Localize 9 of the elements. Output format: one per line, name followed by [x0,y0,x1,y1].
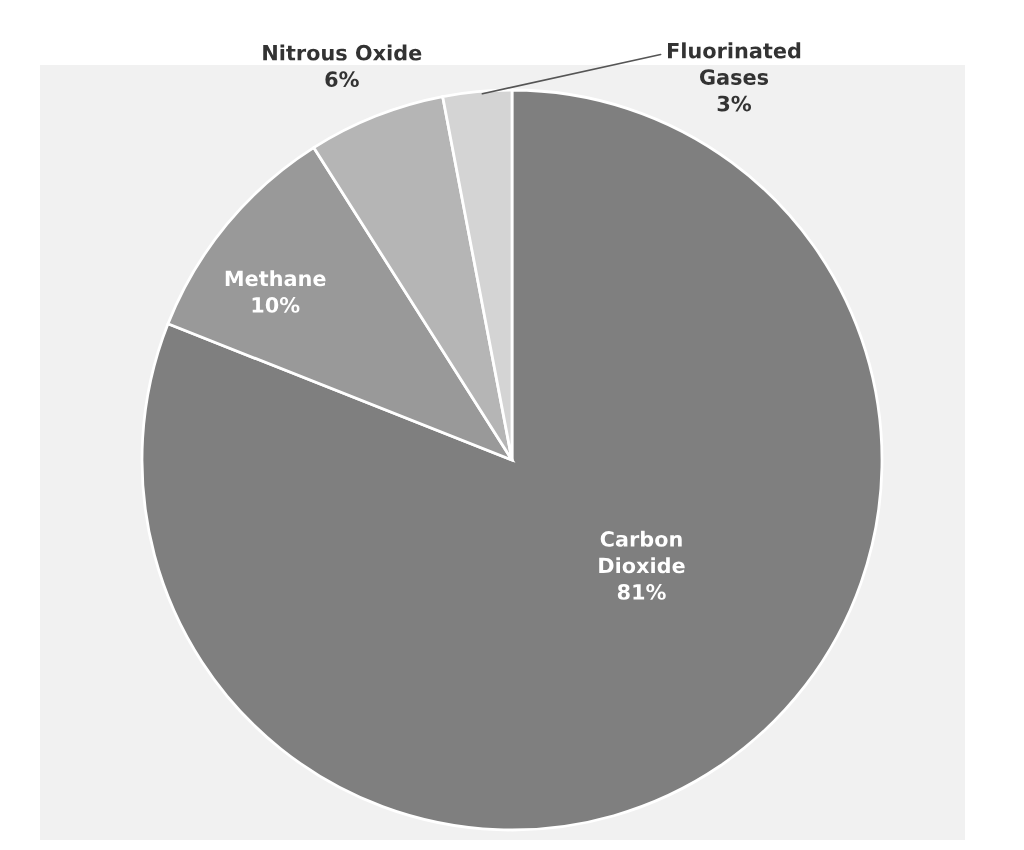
slice-label: Fluorinated Gases [668,42,801,85]
slice-label: Methane [225,270,326,287]
slice-label: Carbon Dioxide [599,530,685,574]
data-label: 6% [325,71,359,88]
data-label: 3% [717,95,752,112]
pie-slice [140,88,884,832]
data-label: 10% [252,297,300,313]
slice-label: Nitrous Oxide [263,44,422,61]
data-label: 81% [617,584,666,600]
